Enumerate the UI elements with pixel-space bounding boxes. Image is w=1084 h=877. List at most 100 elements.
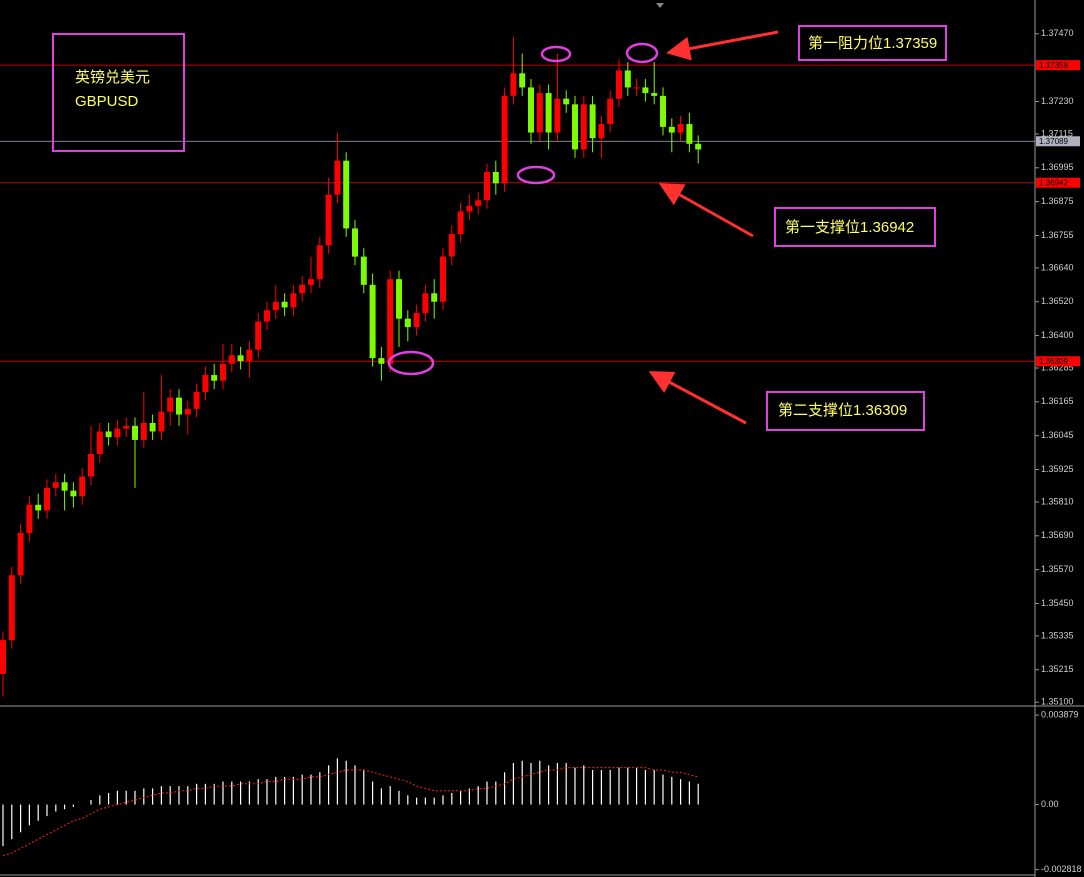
candle-body [88,454,94,477]
support2-box [766,391,925,431]
candle-body [457,211,464,235]
y-tick-label: 1.35925 [1041,464,1074,474]
candle-body [580,104,587,150]
candle-body [290,293,297,308]
candle-body [167,397,174,412]
signal-line [2,767,699,856]
candle-body [193,391,200,409]
candle-body [202,375,209,392]
candle-body [554,98,561,133]
candle-body [668,126,675,133]
price-tag-label: 1.36942 [1039,178,1068,187]
y-tick-label: 1.36165 [1041,396,1074,406]
candle-body [8,575,15,641]
candle-body [52,482,59,488]
y-tick-label: 1.37230 [1041,96,1074,106]
candle-body [220,363,226,381]
candle-body [17,532,24,576]
support1-label: 第一支撑位1.36942 [785,218,914,236]
candle-body [70,490,77,497]
candle-body [633,87,640,89]
candle-body [308,279,314,285]
annotations: 英镑兑美元 GBPUSD 第一阻力位1.37359 第一支撑位1.36942 第… [52,25,947,431]
candle-body [281,301,288,308]
candle-body [316,245,323,280]
resistance-label: 第一阻力位1.37359 [808,34,937,52]
price-tag [1036,177,1080,188]
scroll-marker [656,3,664,8]
candle-body [264,310,270,322]
candle-body [228,355,235,364]
y-tick-label: 0.003879 [1041,709,1079,719]
candle-body [572,104,578,150]
candle-body [343,160,350,229]
candle-body [651,93,658,96]
candle-body [624,70,631,88]
candle-body [61,482,68,491]
candle-body [211,375,218,381]
candle-body [149,423,156,432]
candle-body [519,73,526,88]
candle-body [184,408,191,415]
candle-body [299,284,306,294]
candle-body [475,200,482,206]
candle-body [660,95,666,127]
y-tick-label: 1.35450 [1041,598,1074,608]
y-tick-label: 1.36285 [1041,362,1074,372]
price-tag-label: 1.36309 [1039,357,1068,366]
candle-body [501,95,508,184]
candle-body [132,425,138,440]
candle-body [387,279,394,364]
candle-body [352,228,358,257]
y-tick-label: -0.002818 [1041,864,1082,874]
candle-body [528,87,534,133]
candle-body [35,504,42,511]
price-tag-label: 1.37359 [1039,61,1068,70]
y-tick-label: 1.35690 [1041,530,1074,540]
candle-body [677,124,684,133]
arrow [666,30,779,61]
candle-body [510,73,517,96]
candle-body [255,321,262,350]
symbol-name: 英镑兑美元 [75,68,150,86]
y-tick-label: 1.35570 [1041,564,1074,574]
candle-body [440,256,446,302]
candle-body [536,93,543,133]
candle-body [0,640,6,674]
highlight-ellipse [540,45,572,63]
candle-body [598,124,605,139]
price-tag [1036,356,1080,367]
y-tick-label: 1.37470 [1041,28,1074,38]
candle-body [79,476,86,497]
y-tick-label: 1.36755 [1041,230,1074,240]
price-tag [1036,60,1080,71]
candle-body [448,234,455,257]
candle-body [431,293,438,302]
y-tick-label: 1.36875 [1041,196,1074,206]
highlight-ellipse [625,42,659,64]
y-tick-label: 1.35215 [1041,664,1074,674]
y-tick-label: 1.37115 [1041,128,1073,138]
candle-body [237,355,244,361]
candle-body [607,98,614,125]
candle-body [642,87,649,94]
candle-body [686,124,693,144]
candle-body [484,172,490,201]
candle-body [114,428,121,438]
highlight-ellipse [387,350,435,376]
y-tick-label: 0.00 [1041,799,1059,809]
candle-body [26,504,33,533]
candle-body [396,279,402,319]
candle-body [378,358,385,364]
candle-body [616,70,622,99]
resistance-box [798,25,947,61]
candle-body [413,313,420,328]
y-tick-label: 1.36640 [1041,262,1074,272]
candle-body [272,301,279,311]
arrow [648,371,747,425]
candle-body [334,160,341,195]
candle-body [123,425,130,429]
candle-body [589,104,596,139]
